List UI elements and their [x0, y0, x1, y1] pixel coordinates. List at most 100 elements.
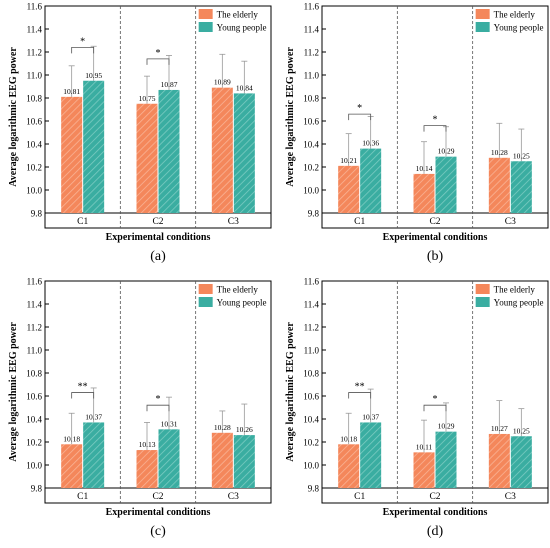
y-tick-label: 9.8: [31, 484, 43, 494]
bar-elderly: [488, 433, 510, 488]
y-tick-label: 11.6: [304, 2, 320, 12]
y-axis-label: Average logarithmic EEG power: [285, 322, 296, 462]
significance-marker: *: [433, 394, 438, 405]
legend-swatch-young: [475, 297, 490, 307]
data-label: 10.28: [491, 148, 508, 157]
data-label: 10.84: [236, 83, 253, 92]
significance-marker: *: [156, 48, 161, 59]
y-tick-label: 10.0: [303, 186, 319, 196]
y-tick-label: 10.2: [303, 163, 319, 173]
significance-bracket: [71, 392, 95, 399]
data-label: 10.18: [340, 434, 357, 443]
legend-swatch-young: [198, 297, 213, 307]
x-tick-label: C3: [505, 492, 516, 502]
bar-elderly: [338, 444, 360, 488]
y-tick-label: 11.2: [27, 323, 42, 333]
significance-marker: **: [355, 382, 365, 393]
y-tick-label: 10.2: [303, 438, 319, 448]
y-tick-label: 10.0: [26, 186, 42, 196]
legend-swatch-elderly: [198, 9, 213, 19]
significance-bracket: [348, 392, 372, 399]
data-label: 10.25: [513, 151, 530, 160]
y-tick-label: 11.0: [304, 346, 320, 356]
chart-panel: 9.8 10.0 10.2 10.4 10.6 10.8 11.0 11.2 11.4 11.6 A…: [8, 2, 272, 264]
significance-bracket: [423, 125, 447, 132]
data-label: 10.11: [416, 442, 433, 451]
bar-elderly: [136, 103, 158, 213]
y-tick-label: 10.2: [26, 438, 42, 448]
y-tick-label: 11.6: [27, 277, 43, 287]
x-tick-label: C1: [354, 492, 365, 502]
significance-marker: *: [156, 394, 161, 405]
x-axis-label: Experimental conditions: [383, 507, 488, 518]
bar-elderly: [413, 173, 435, 213]
y-tick-label: 11.4: [304, 25, 320, 35]
data-label: 10.29: [438, 422, 455, 431]
bar-young: [435, 156, 457, 213]
x-axis-label: Experimental conditions: [106, 507, 211, 518]
y-tick-label: 10.8: [303, 94, 319, 104]
plot-frame: [44, 280, 272, 504]
significance-marker: *: [433, 115, 438, 126]
significance-marker: *: [357, 103, 362, 114]
x-tick-label: C3: [505, 217, 516, 227]
bar-elderly: [338, 165, 360, 213]
significance-bracket: [348, 113, 372, 121]
data-label: 10.26: [236, 425, 253, 434]
bar-elderly: [488, 157, 510, 213]
x-tick-label: C2: [429, 217, 440, 227]
y-tick-label: 10.4: [26, 140, 42, 150]
chart-panel: 9.8 10.0 10.2 10.4 10.6 10.8 11.0 11.2 11.4 11.6 A…: [285, 277, 549, 539]
chart-panel: 9.8 10.0 10.2 10.4 10.6 10.8 11.0 11.2 11.4 11.6 A…: [8, 277, 272, 539]
significance-bracket: [71, 47, 95, 54]
bar-young: [83, 422, 105, 488]
bar-young: [360, 422, 382, 488]
bar-young: [510, 436, 532, 488]
bar-young: [510, 161, 532, 213]
legend-swatch-elderly: [198, 284, 213, 294]
data-label: 10.13: [139, 440, 156, 449]
significance-marker: *: [80, 36, 85, 47]
legend-label-young: Young people: [494, 298, 544, 308]
data-label: 10.37: [85, 412, 102, 421]
panel-label: (a): [150, 249, 166, 264]
legend-swatch-elderly: [475, 9, 490, 19]
panel-label: (b): [427, 249, 444, 264]
plot-frame: [321, 280, 549, 504]
data-label: 10.29: [438, 147, 455, 156]
y-tick-label: 11.2: [27, 48, 42, 58]
y-tick-label: 11.0: [27, 71, 43, 81]
y-tick-label: 10.8: [303, 369, 319, 379]
y-tick-label: 10.8: [26, 369, 42, 379]
y-tick-label: 11.0: [304, 71, 320, 81]
y-tick-label: 10.6: [26, 392, 42, 402]
y-tick-label: 9.8: [31, 209, 43, 219]
legend-label-elderly: The elderly: [217, 285, 259, 295]
legend-swatch-young: [198, 22, 213, 32]
bar-young: [158, 429, 180, 488]
y-tick-label: 10.4: [303, 140, 319, 150]
significance-bracket: [423, 404, 447, 412]
legend-label-elderly: The elderly: [494, 285, 536, 295]
y-tick-label: 10.6: [303, 392, 319, 402]
data-label: 10.28: [214, 423, 231, 432]
bar-elderly: [136, 450, 158, 488]
y-axis-label: Average logarithmic EEG power: [285, 47, 296, 187]
legend-label-elderly: The elderly: [494, 10, 536, 20]
x-tick-label: C3: [228, 217, 239, 227]
plot-frame: [44, 5, 272, 229]
data-label: 10.27: [491, 424, 508, 433]
legend-swatch-young: [475, 22, 490, 32]
y-tick-label: 11.2: [304, 323, 319, 333]
bar-young: [233, 93, 255, 213]
panel-label: (c): [150, 524, 166, 539]
legend-label-elderly: The elderly: [217, 10, 259, 20]
y-tick-label: 10.8: [26, 94, 42, 104]
significance-marker: **: [78, 382, 88, 393]
legend-swatch-elderly: [475, 284, 490, 294]
y-tick-label: 11.0: [27, 346, 43, 356]
data-label: 10.81: [63, 87, 80, 96]
y-axis-label: Average logarithmic EEG power: [8, 47, 19, 187]
y-tick-label: 10.6: [26, 117, 42, 127]
